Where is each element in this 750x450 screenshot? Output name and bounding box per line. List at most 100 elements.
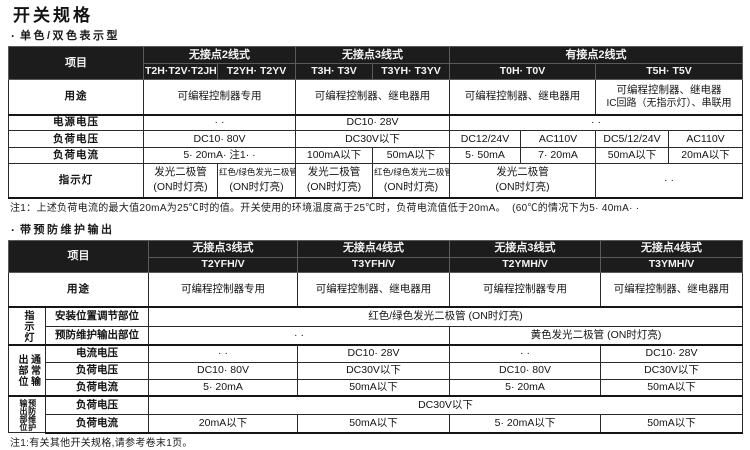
cell-normal-cv-1: · · xyxy=(148,344,298,363)
section-heading-label: 单色/双色表示型 xyxy=(20,30,121,42)
cell-usage-t5-line1: 可编程控制器、继电器 xyxy=(616,83,722,96)
row-label-load-current: 负荷电流 xyxy=(8,147,144,164)
cell-usage-t0: 可编程控制器、继电器用 xyxy=(449,79,596,115)
row-led-adjust: 指示灯 安装位置调节部位 红色/绿色发光二极管 (ON时灯亮) xyxy=(8,306,743,346)
cell-led-t2: 发光二极管 (ON时灯亮) xyxy=(143,163,218,199)
row-normal-current-voltage: 通常输出部位 电流电压 · · DC10· 28V · · DC10· 28V xyxy=(8,344,743,397)
cell-maint-lc-1: 20mA以下 xyxy=(148,413,298,434)
model-header-t2yfh: T2YFH/V xyxy=(148,256,298,273)
led-type: 发光二极管 xyxy=(154,166,207,179)
model-header-t2ymh: T2YMH/V xyxy=(449,256,601,273)
row-normal-load-current: 负荷电流 5· 20mA 50mA以下 5· 20mA 50mA以下 xyxy=(9,378,743,397)
row-label-current-voltage: 电流电压 xyxy=(45,344,149,363)
cell-normal-cv-2: DC10· 28V xyxy=(297,344,450,363)
footnote-1: 注1：上述负荷电流的最大值20mA为25℃时的值。开关使用的环境温度高于25℃时… xyxy=(10,202,640,214)
row-label-load-voltage: 负荷电压 xyxy=(45,361,149,380)
cell-supply-t2: · · xyxy=(143,113,296,131)
cell-loadc-t0-ac: 7· 20mA xyxy=(520,147,596,164)
column-group-contactless-4wire-f: 无接点4线式 xyxy=(297,239,450,258)
cell-loadc-t0-dc: 5· 50mA xyxy=(449,147,521,164)
row-label-maintenance-output: 预防维护输出部位 xyxy=(45,325,149,346)
spec-table-single-dual-color: 项目 无接点2线式 无接点3线式 有接点2线式 T2H·T2V·T2JH·T2J… xyxy=(8,46,743,199)
cell-usage-t2: 可编程控制器专用 xyxy=(143,79,296,115)
cell-maint-lc-2: 50mA以下 xyxy=(297,413,450,434)
bullet-icon: · xyxy=(11,29,15,43)
cell-loadv-t2: DC10· 80V xyxy=(143,130,296,148)
cell-led-t5: · · xyxy=(595,163,743,199)
model-header-t5: T5H· T5V xyxy=(595,63,743,80)
led-type: 红色/绿色发光二极管 xyxy=(374,167,450,178)
cell-supply-contact: · · xyxy=(449,113,743,131)
cell-loadc-t3: 100mA以下 xyxy=(295,147,373,164)
cell-loadv-t5-ac: AC110V xyxy=(668,130,743,148)
row-led-maintenance: 预防维护输出部位 · · 黄色发光二极管 (ON时灯亮) xyxy=(9,325,743,346)
column-group-contactless-3wire-m: 无接点3线式 xyxy=(449,239,601,258)
row-label-usage: 用途 xyxy=(8,271,149,308)
cell-led-maint-left: · · xyxy=(148,325,450,346)
cell-loadv-t3: DC30V以下 xyxy=(295,130,450,148)
led-on-note: (ON时灯亮) xyxy=(495,181,550,194)
cell-normal-lv-4: DC30V以下 xyxy=(600,361,743,380)
model-header-t3y: T3YH· T3YV xyxy=(372,63,450,80)
cell-usage-t3yfh: 可编程控制器、继电器用 xyxy=(297,271,450,308)
model-header-t2: T2H·T2V·T2JH·T2JV xyxy=(143,63,218,80)
row-label-load-voltage: 负荷电压 xyxy=(45,394,149,415)
led-type: 红色/绿色发光二极管 xyxy=(219,167,296,178)
group-label-normal-output: 通常输出部位 xyxy=(8,344,46,397)
row-supply-voltage: 电源电压 · · DC10· 28V · · xyxy=(8,113,743,131)
model-header-t3ymh: T3YMH/V xyxy=(600,256,743,273)
cell-loadv-t0-ac: AC110V xyxy=(520,130,596,148)
cell-normal-lc-4: 50mA以下 xyxy=(600,378,743,397)
section-heading-single-dual-color: · 单色/双色表示型 xyxy=(11,30,750,43)
cell-normal-lv-1: DC10· 80V xyxy=(148,361,298,380)
page-title: 开关规格 xyxy=(13,6,93,25)
cell-usage-t3: 可编程控制器、继电器用 xyxy=(295,79,450,115)
cell-led-t3y: 红色/绿色发光二极管 (ON时灯亮) xyxy=(372,163,450,199)
model-header-t2y: T2YH· T2YV xyxy=(217,63,296,80)
vertical-label: 通常输出部位 xyxy=(16,354,40,387)
group-label-maintenance-output: 预防维护输出部位 xyxy=(8,395,46,433)
row-load-voltage: 负荷电压 DC10· 80V DC30V以下 DC12/24V AC110V D… xyxy=(8,130,743,148)
cell-maint-lc-3: 5· 20mA以下 xyxy=(449,413,601,434)
section-heading-label: 带预防维护输出 xyxy=(20,223,115,236)
model-header-t0: T0H· T0V xyxy=(449,63,596,80)
cell-usage-t2ymh: 可编程控制器专用 xyxy=(449,271,601,308)
row-label-load-voltage: 负荷电压 xyxy=(8,130,144,148)
cell-loadv-t0-dc: DC12/24V xyxy=(449,130,521,148)
column-group-contactless-3wire: 无接点3线式 xyxy=(295,46,450,64)
cell-led-adjust-all: 红色/绿色发光二极管 (ON时灯亮) xyxy=(148,306,743,327)
cell-normal-lc-1: 5· 20mA xyxy=(148,378,298,397)
cell-normal-lc-2: 50mA以下 xyxy=(297,378,450,397)
vertical-label: 预防维护输出部位 xyxy=(19,398,37,431)
row-usage: 用途 可编程控制器专用 可编程控制器、继电器用 可编程控制器、继电器用 可编程控… xyxy=(8,79,743,115)
cell-normal-cv-3: · · xyxy=(449,344,601,363)
row-load-current: 负荷电流 5· 20mA· 注1· · 100mA以下 50mA以下 5· 50… xyxy=(8,147,743,164)
led-on-note: (ON时灯亮) xyxy=(306,181,362,194)
led-on-note: (ON时灯亮) xyxy=(383,181,439,194)
vertical-label: 指示灯 xyxy=(22,309,33,343)
footnote-2: 注1:有关其他开关规格,请参考卷末1页。 xyxy=(10,437,193,449)
cell-normal-lv-3: DC10· 80V xyxy=(449,361,601,380)
column-group-contactless-4wire-m: 无接点4线式 xyxy=(600,239,743,258)
cell-usage-t5-line2: IC回路（无指示灯）、串联用 xyxy=(606,97,732,109)
corner-header-item: 项目 xyxy=(8,46,144,80)
row-label-mount-position: 安装位置调节部位 xyxy=(45,306,149,327)
row-usage: 用途 可编程控制器专用 可编程控制器、继电器用 可编程控制器专用 可编程控制器、… xyxy=(8,271,743,308)
cell-led-t2y: 红色/绿色发光二极管 (ON时灯亮) xyxy=(217,163,296,199)
cell-loadc-t2: 5· 20mA· 注1· · xyxy=(143,147,296,164)
cell-usage-t3ymh: 可编程控制器、继电器用 xyxy=(600,271,743,308)
cell-loadc-t3y: 50mA以下 xyxy=(372,147,450,164)
led-type: 发光二极管 xyxy=(496,166,549,179)
spec-document-page: 开关规格 · 单色/双色表示型 项目 无接点2线式 无接点3线式 有接点2线式 … xyxy=(0,6,750,449)
bullet-icon: · xyxy=(11,222,15,237)
row-maint-load-voltage: 预防维护输出部位 负荷电压 DC30V以下 xyxy=(8,394,743,433)
spec-table-preventive-maintenance: 项目 无接点3线式 无接点4线式 无接点3线式 无接点4线式 T2YFH/V T… xyxy=(8,239,743,434)
row-maint-load-current: 负荷电流 20mA以下 50mA以下 5· 20mA以下 50mA以下 xyxy=(9,413,743,434)
cell-maint-lv-all: DC30V以下 xyxy=(148,394,743,415)
row-label-usage: 用途 xyxy=(8,79,144,115)
cell-normal-cv-4: DC10· 28V xyxy=(600,344,743,363)
cell-maint-lc-4: 50mA以下 xyxy=(600,413,743,434)
group-label-indicator: 指示灯 xyxy=(8,306,46,346)
led-on-note: (ON时灯亮) xyxy=(153,181,208,194)
row-label-supply-voltage: 电源电压 xyxy=(8,113,144,131)
